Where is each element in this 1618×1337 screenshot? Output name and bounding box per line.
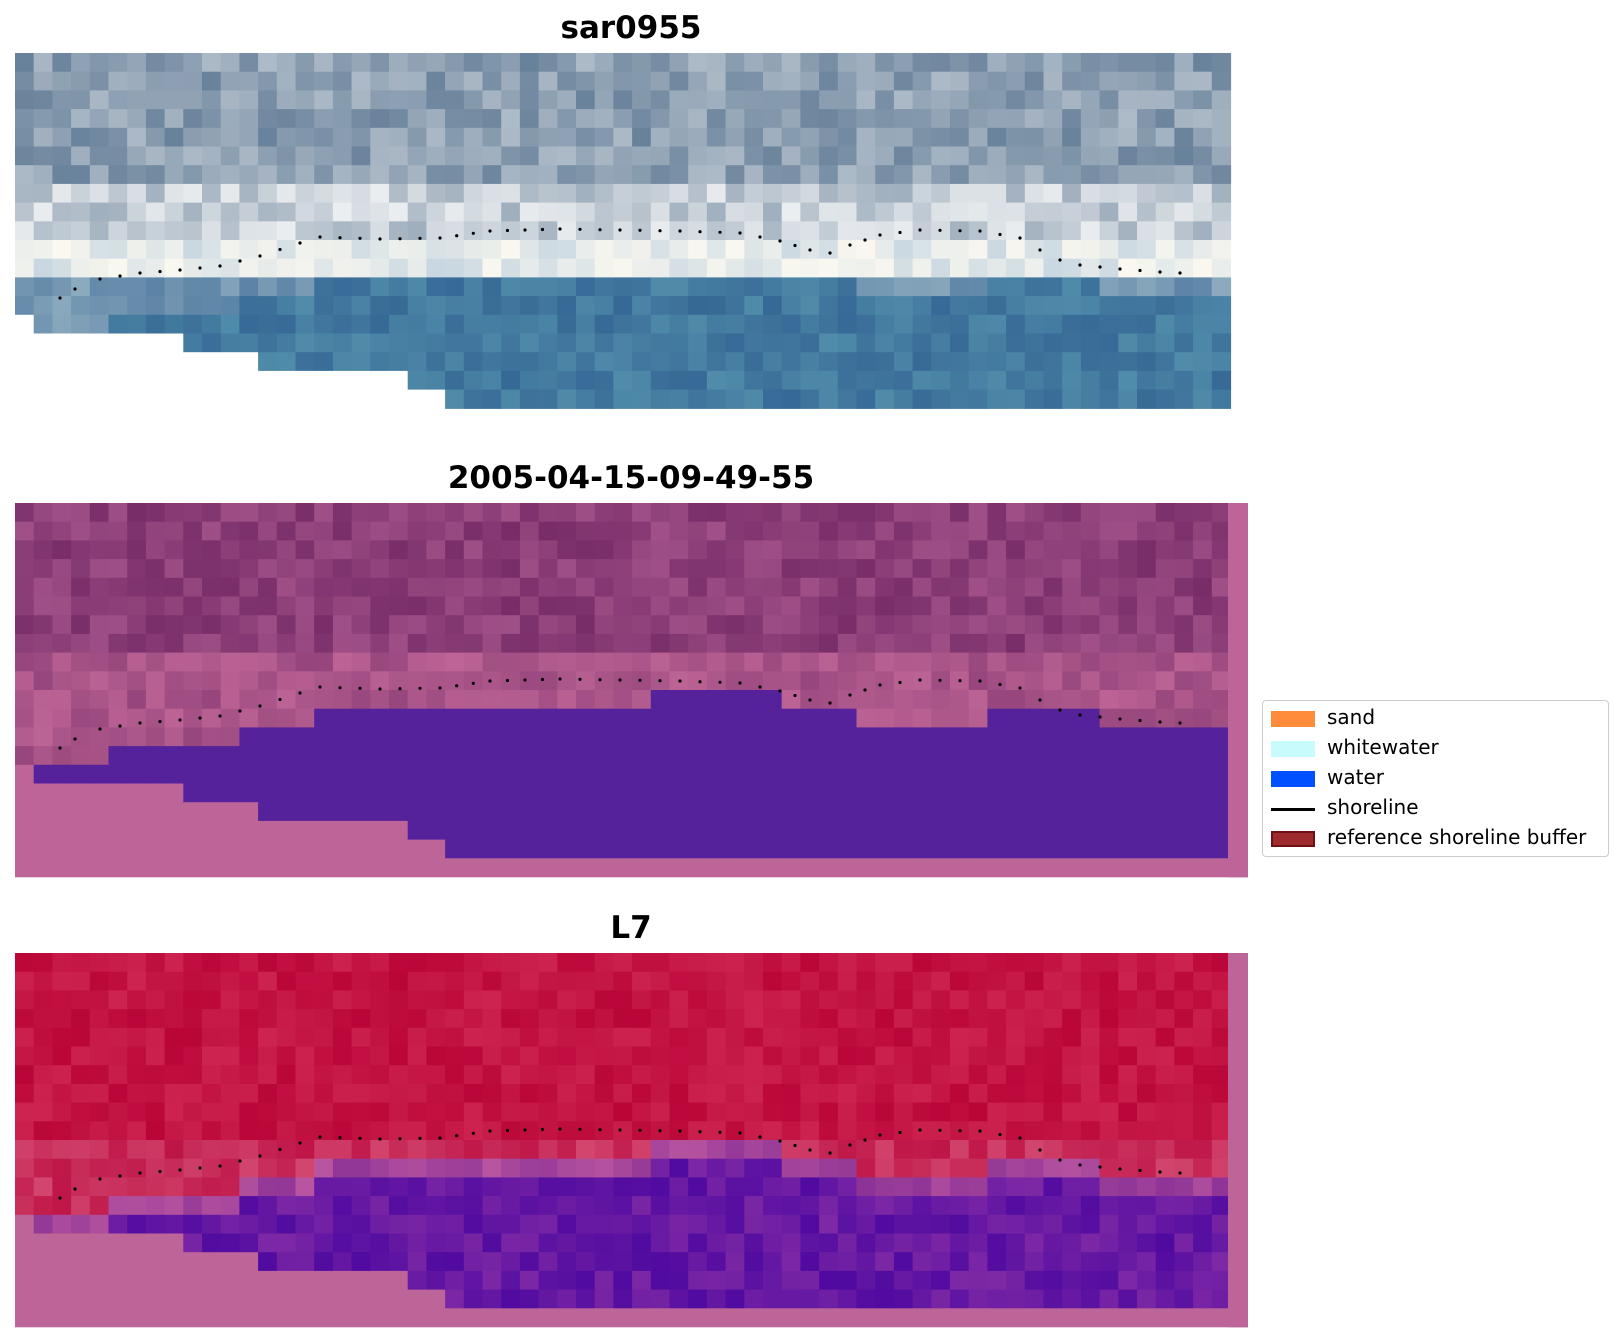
- legend-item-water: water: [1263, 762, 1608, 792]
- legend-label-whitewater: whitewater: [1327, 735, 1439, 759]
- panel-2-shoreline: [58, 677, 1182, 750]
- panel-1-image: [15, 53, 1232, 409]
- panel-2-image: [15, 503, 1232, 859]
- panel-title-1: sar0955: [560, 10, 702, 46]
- legend: sand whitewater water shoreline referenc…: [1262, 700, 1609, 857]
- panel-title-3: L7: [610, 910, 652, 946]
- nodata-strip-bottom: [15, 1308, 1248, 1328]
- legend-label-sand: sand: [1327, 705, 1376, 729]
- legend-label-reference-buffer: reference shoreline buffer: [1327, 825, 1587, 849]
- whitewater-swatch: [1271, 741, 1315, 757]
- legend-item-sand: sand: [1263, 702, 1608, 732]
- nodata-strip-right: [1228, 953, 1248, 1328]
- legend-label-water: water: [1327, 765, 1384, 789]
- panel-1-shoreline: [58, 227, 1182, 300]
- shoreline-line-swatch: [1271, 808, 1315, 811]
- panel-title-2: 2005-04-15-09-49-55: [447, 460, 815, 496]
- legend-item-whitewater: whitewater: [1263, 732, 1608, 762]
- water-swatch: [1271, 771, 1315, 787]
- panel-3-shoreline: [58, 1127, 1182, 1200]
- nodata-strip-right: [1228, 503, 1248, 878]
- legend-item-shoreline: shoreline: [1263, 792, 1608, 822]
- nodata-strip-bottom: [15, 858, 1248, 878]
- legend-item-reference-buffer: reference shoreline buffer: [1263, 822, 1608, 852]
- reference-buffer-swatch: [1271, 831, 1315, 847]
- legend-label-shoreline: shoreline: [1327, 795, 1419, 819]
- sand-swatch: [1271, 711, 1315, 727]
- panel-3-image: [15, 953, 1232, 1309]
